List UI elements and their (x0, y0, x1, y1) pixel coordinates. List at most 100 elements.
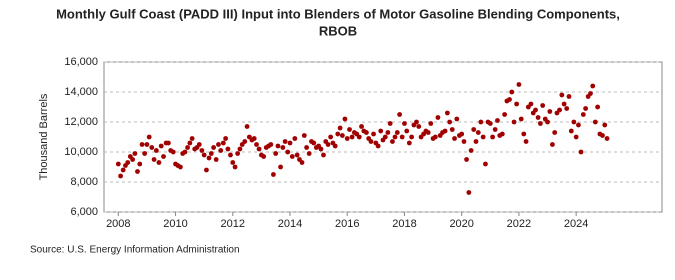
y-tick-label: 8,000 (70, 176, 98, 188)
y-tick-label: 16,000 (64, 56, 98, 68)
point (275, 143, 281, 149)
point (304, 145, 309, 150)
point (461, 139, 467, 144)
point (228, 152, 233, 158)
point (125, 160, 131, 165)
point (399, 134, 405, 140)
point (492, 127, 498, 132)
point (580, 112, 586, 117)
y-axis-label: Thousand Barrels (38, 93, 50, 180)
point (216, 142, 221, 147)
point (521, 131, 527, 137)
x-tick-label: 2014 (278, 218, 302, 230)
point (576, 122, 581, 128)
point (466, 190, 472, 195)
point (385, 130, 391, 135)
point (475, 130, 481, 135)
point (161, 154, 166, 159)
point (339, 133, 345, 138)
point (375, 143, 381, 149)
point (406, 140, 412, 146)
point (487, 121, 493, 126)
point (511, 119, 517, 125)
y-tick-label: 12,000 (64, 116, 98, 128)
point (442, 128, 448, 134)
point (261, 154, 267, 159)
point (256, 146, 262, 152)
x-tick-label: 2022 (507, 218, 531, 230)
point (573, 134, 579, 140)
point (242, 139, 248, 144)
point (201, 152, 207, 158)
point (447, 119, 453, 125)
point (335, 131, 341, 137)
point (390, 139, 395, 144)
point (251, 136, 257, 141)
point (516, 82, 522, 87)
point (287, 140, 293, 146)
point (280, 145, 286, 150)
point (225, 146, 231, 152)
point (394, 130, 400, 135)
point (578, 149, 584, 155)
point (588, 91, 593, 96)
point (118, 173, 123, 179)
point (132, 151, 138, 156)
point (185, 145, 190, 150)
point (552, 130, 558, 135)
point (146, 134, 152, 140)
y-tick-label: 6,000 (70, 206, 98, 218)
point (571, 119, 577, 125)
point (135, 169, 140, 174)
point (153, 148, 159, 153)
point (223, 136, 229, 141)
point (213, 157, 219, 162)
point (483, 161, 488, 167)
point (402, 121, 407, 126)
point (547, 109, 553, 114)
point (473, 139, 479, 144)
point (151, 157, 157, 162)
y-tick-label: 10,000 (64, 146, 98, 158)
point (495, 118, 500, 123)
point (285, 149, 291, 155)
point (282, 139, 288, 144)
point (564, 106, 570, 111)
point (189, 136, 195, 141)
point (337, 125, 343, 131)
point (130, 157, 136, 162)
point (561, 101, 567, 107)
source: Source: U.S. Energy Information Administ… (30, 245, 240, 256)
point (583, 106, 588, 111)
point (196, 142, 202, 147)
point (137, 161, 143, 167)
point (220, 140, 226, 146)
point (592, 119, 598, 125)
point (533, 107, 538, 113)
point (537, 121, 543, 126)
x-tick-label: 2010 (163, 218, 187, 230)
x-tick-label: 2018 (392, 218, 416, 230)
point (507, 97, 512, 102)
point (602, 122, 608, 128)
point (278, 164, 283, 170)
point (545, 119, 550, 125)
point (187, 140, 193, 146)
point (254, 142, 259, 147)
point (325, 142, 331, 147)
point (299, 160, 305, 165)
point (244, 124, 250, 129)
point (364, 130, 369, 135)
point (459, 131, 465, 137)
point (149, 145, 155, 150)
point (306, 151, 312, 156)
chart-title: RBOB (319, 23, 357, 38)
point (523, 139, 529, 144)
point (144, 142, 150, 147)
point (371, 131, 376, 137)
point (499, 131, 505, 137)
point (206, 155, 212, 161)
x-tick-label: 2008 (106, 218, 130, 230)
point (590, 83, 596, 89)
